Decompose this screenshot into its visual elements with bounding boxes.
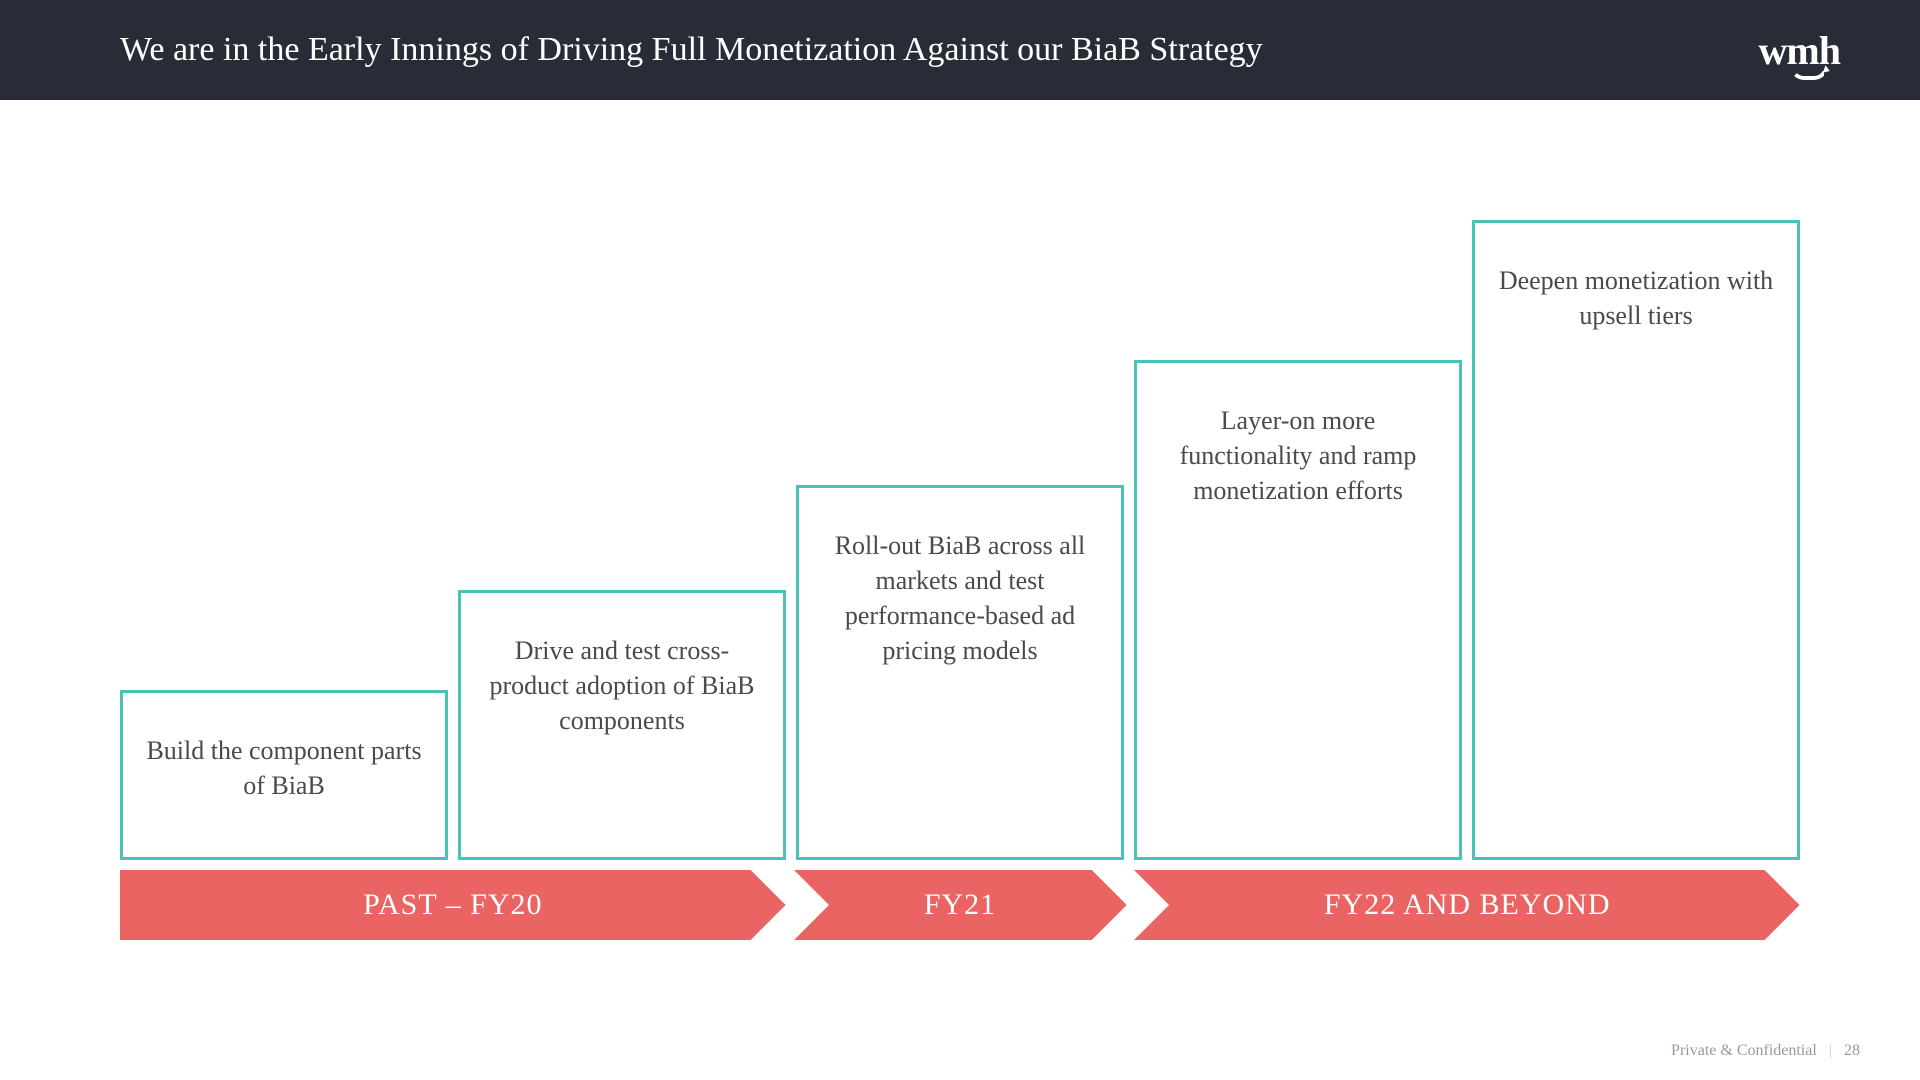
page-title: We are in the Early Innings of Driving F… (120, 31, 1263, 69)
staircase-step: Build the component parts of BiaB (120, 690, 448, 860)
staircase-chart: Build the component parts of BiaB Drive a… (120, 180, 1800, 860)
timeline-chevrons: PAST – FY20 FY21 FY22 AND BEYOND (120, 870, 1800, 940)
header-bar: We are in the Early Innings of Driving F… (0, 0, 1920, 100)
timeline-segment: FY22 AND BEYOND (1134, 870, 1800, 940)
timeline-segment-label: FY22 AND BEYOND (1324, 888, 1611, 922)
staircase-step-label: Build the component parts of BiaB (144, 733, 424, 803)
timeline-segment: PAST – FY20 (120, 870, 786, 940)
footer-separator: | (1821, 1042, 1840, 1059)
slide: We are in the Early Innings of Driving F… (0, 0, 1920, 1080)
timeline-segment: FY21 (794, 870, 1127, 940)
timeline-segment-label: PAST – FY20 (363, 888, 542, 922)
staircase-step: Deepen monetization with upsell tiers (1472, 220, 1800, 860)
smile-icon (1790, 66, 1828, 80)
staircase-step-label: Roll-out BiaB across all markets and tes… (820, 528, 1100, 668)
staircase-step: Drive and test cross-product adoption of… (458, 590, 786, 860)
footer-text: Private & Confidential (1671, 1042, 1817, 1059)
staircase-step-label: Deepen monetization with upsell tiers (1496, 263, 1776, 333)
staircase-step: Roll-out BiaB across all markets and tes… (796, 485, 1124, 860)
staircase-step: Layer-on more functionality and ramp mon… (1134, 360, 1462, 860)
staircase-step-label: Drive and test cross-product adoption of… (482, 633, 762, 738)
brand-logo: wmh (1759, 27, 1840, 74)
footer: Private & Confidential | 28 (1671, 1042, 1860, 1060)
page-number: 28 (1844, 1042, 1860, 1059)
timeline-segment-label: FY21 (924, 888, 996, 922)
staircase-step-label: Layer-on more functionality and ramp mon… (1158, 403, 1438, 508)
